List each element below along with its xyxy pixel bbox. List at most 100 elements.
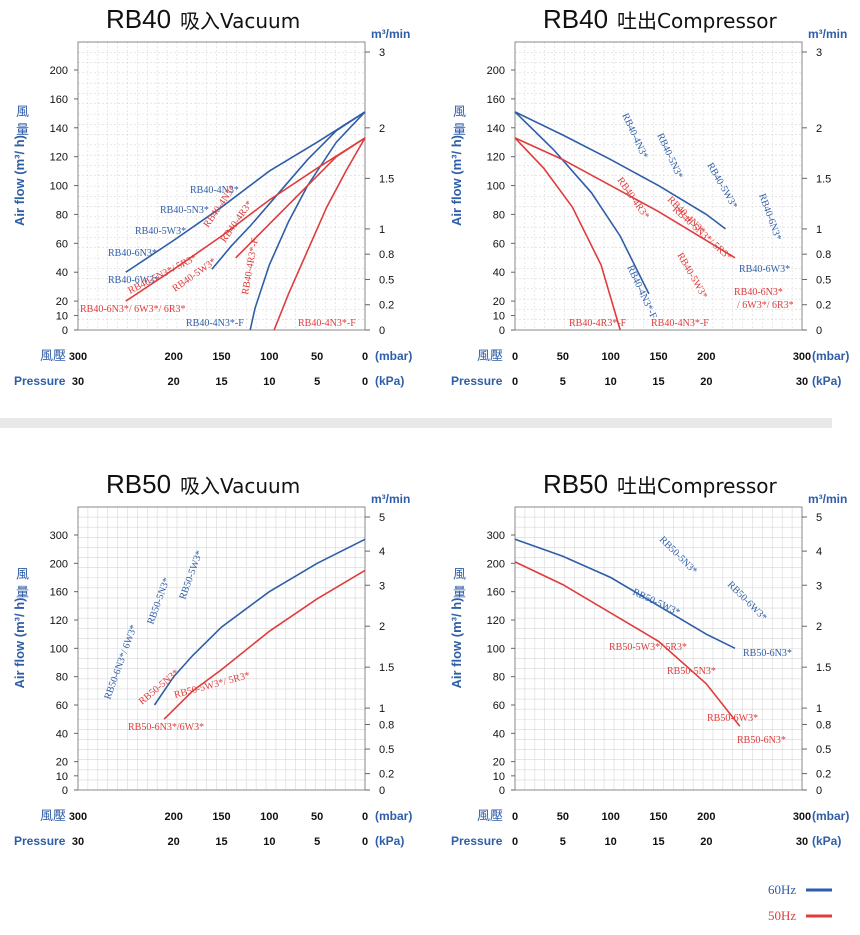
right-tick-label: 0.8 xyxy=(816,719,831,731)
kpa-tick-label: 5 xyxy=(314,376,320,388)
mbar-tick-label: 0 xyxy=(362,811,368,823)
curve-label: RB50-5W3*/ 5R3* xyxy=(609,642,687,653)
series-line xyxy=(125,137,366,302)
series-line xyxy=(153,538,366,706)
right-axis-unit: m³/min xyxy=(371,27,410,41)
right-tick-label: 3 xyxy=(816,47,822,59)
right-tick-label: 0.2 xyxy=(816,300,831,312)
curve-label: RB40-4R3*-F xyxy=(240,237,261,296)
chart-title-mode: 吸入Vacuum xyxy=(180,474,300,498)
kpa-tick-label: 20 xyxy=(700,376,712,388)
curve-label: RB40-6W3* xyxy=(739,264,790,275)
right-tick-label: 1 xyxy=(816,224,822,236)
chart-title-model: RB50 xyxy=(543,469,608,499)
curve-label: RB50-6W3* xyxy=(707,713,758,724)
kpa-tick-label: 20 xyxy=(168,376,180,388)
pressure-label-cjk: 風壓 xyxy=(477,809,503,824)
left-tick-label: 120 xyxy=(487,152,505,164)
chart-title-model: RB40 xyxy=(543,4,608,34)
left-tick-label: 0 xyxy=(499,325,505,337)
kpa-tick-label: 10 xyxy=(605,376,617,388)
right-axis-unit: m³/min xyxy=(808,492,847,506)
curve-label: RB40-4N3*-F xyxy=(651,318,709,329)
left-tick-label: 200 xyxy=(50,558,68,570)
left-tick-label: 140 xyxy=(487,123,505,135)
mbar-tick-label: 100 xyxy=(601,811,619,823)
mbar-tick-label: 150 xyxy=(212,351,230,363)
right-tick-label: 4 xyxy=(816,546,822,558)
pressure-label-cjk: 風壓 xyxy=(477,349,503,364)
mbar-tick-label: 50 xyxy=(311,811,323,823)
mbar-tick-label: 300 xyxy=(793,811,811,823)
right-tick-label: 0.5 xyxy=(816,744,831,756)
curve-label: RB50-5W3*/ 5R3* xyxy=(173,670,251,701)
right-tick-label: 1.5 xyxy=(816,173,831,185)
left-tick-label: 100 xyxy=(487,643,505,655)
curve-label: RB50-5N3* xyxy=(145,576,172,626)
right-tick-label: 0.5 xyxy=(379,274,394,286)
curve-label: RB50-6N3*/ 6W3* xyxy=(102,623,139,701)
curve-label: RB40-6N3* xyxy=(108,248,157,259)
pressure-label-en: Pressure xyxy=(451,834,503,848)
left-tick-label: 160 xyxy=(50,94,68,106)
chart-title-model: RB50 xyxy=(106,469,171,499)
left-tick-label: 20 xyxy=(493,296,505,308)
mbar-tick-label: 0 xyxy=(512,811,518,823)
mbar-tick-label: 200 xyxy=(164,351,182,363)
kpa-tick-label: 10 xyxy=(605,836,617,848)
series-line xyxy=(125,111,366,273)
right-tick-label: 3 xyxy=(816,580,822,592)
legend-label: 50Hz xyxy=(768,908,796,923)
mbar-tick-label: 50 xyxy=(311,351,323,363)
series-line xyxy=(514,137,736,259)
right-tick-label: 1.5 xyxy=(816,662,831,674)
pressure-label-cjk: 風壓 xyxy=(40,349,66,364)
mbar-tick-label: 150 xyxy=(212,811,230,823)
right-tick-label: 0.2 xyxy=(379,769,394,781)
left-tick-label: 100 xyxy=(487,181,505,193)
kpa-tick-label: 20 xyxy=(700,836,712,848)
mbar-tick-label: 100 xyxy=(601,351,619,363)
legend-label: 60Hz xyxy=(768,882,796,897)
curve-label: RB50-6N3* xyxy=(737,735,786,746)
right-tick-label: 2 xyxy=(379,123,385,135)
kpa-tick-label: 15 xyxy=(215,836,227,848)
right-axis-unit: m³/min xyxy=(808,27,847,41)
left-tick-label: 20 xyxy=(56,296,68,308)
y-axis-title: Air flow (m³/ h) xyxy=(449,135,464,226)
plot-grid xyxy=(514,506,803,791)
curve-label: RB40-4N3* xyxy=(190,185,239,196)
chart-title-mode: 吐出Compressor xyxy=(617,474,778,498)
left-tick-label: 160 xyxy=(487,587,505,599)
kpa-tick-label: 5 xyxy=(560,836,566,848)
curve-label: RB40-6N3*/ 6W3*/ 6R3* xyxy=(80,304,186,315)
left-tick-label: 60 xyxy=(493,238,505,250)
kpa-tick-label: 0 xyxy=(362,376,368,388)
mbar-tick-label: 200 xyxy=(697,351,715,363)
curve-label: RB40-4N3*-F xyxy=(624,264,659,321)
left-tick-label: 40 xyxy=(56,728,68,740)
left-tick-label: 120 xyxy=(487,615,505,627)
curve-label: RB50-5W3* xyxy=(177,549,205,601)
kpa-tick-label: 30 xyxy=(796,836,808,848)
mbar-unit: (mbar) xyxy=(375,349,412,363)
right-tick-label: 0 xyxy=(379,785,385,797)
kpa-tick-label: 10 xyxy=(263,836,275,848)
right-tick-label: 1.5 xyxy=(379,173,394,185)
curve-label: RB50-5W3* xyxy=(631,587,682,619)
right-tick-label: 0.8 xyxy=(379,249,394,261)
curve-label: / 6W3*/ 6R3* xyxy=(737,300,794,311)
left-tick-label: 140 xyxy=(50,123,68,135)
mbar-tick-label: 200 xyxy=(697,811,715,823)
mbar-tick-label: 0 xyxy=(362,351,368,363)
curve-label: RB40-4N3*-F xyxy=(186,318,244,329)
left-tick-label: 80 xyxy=(56,672,68,684)
mbar-tick-label: 100 xyxy=(260,811,278,823)
kpa-unit: (kPa) xyxy=(375,834,404,848)
curve-label: RB40-4N3* xyxy=(619,112,650,161)
left-tick-label: 60 xyxy=(56,238,68,250)
right-tick-label: 0 xyxy=(816,325,822,337)
right-tick-label: 0 xyxy=(816,785,822,797)
right-tick-label: 0 xyxy=(379,325,385,337)
